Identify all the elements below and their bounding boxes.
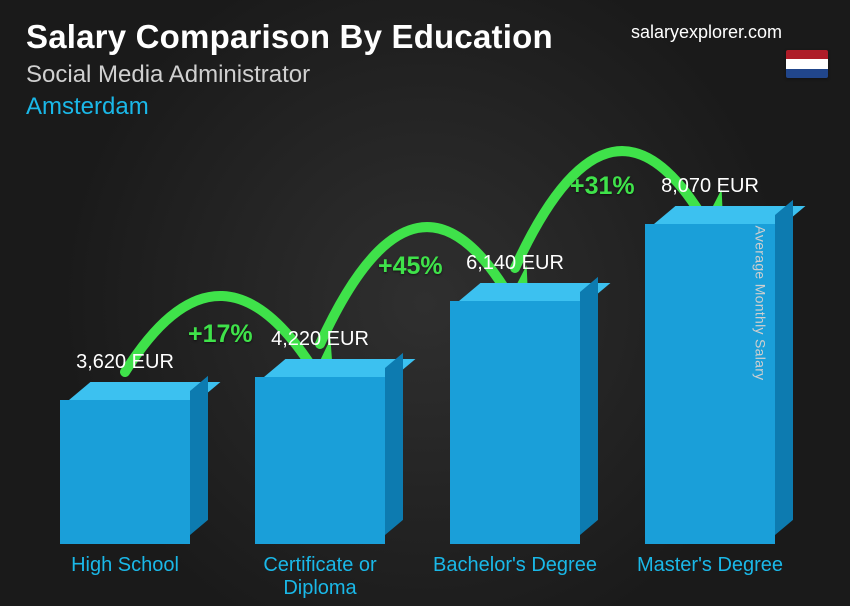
bar-group: 3,620 EUR High School	[60, 400, 190, 544]
delta-label: +31%	[570, 172, 635, 201]
bar-label: Bachelor's Degree	[425, 554, 605, 577]
bar-group: 4,220 EUR Certificate or Diploma	[255, 377, 385, 544]
bar-value: 3,620 EUR	[55, 351, 195, 374]
bar-front-face	[450, 301, 580, 544]
delta-label: +17%	[188, 320, 253, 349]
bar-front-face	[60, 400, 190, 544]
watermark-text: salaryexplorer.com	[631, 22, 782, 43]
bar-front-face	[255, 377, 385, 544]
y-axis-label: Average Monthly Salary	[753, 226, 769, 381]
flag-stripe-mid	[786, 59, 828, 68]
bar-value: 6,140 EUR	[445, 252, 585, 275]
bar-group: 6,140 EUR Bachelor's Degree	[450, 301, 580, 544]
chart-location: Amsterdam	[26, 93, 553, 121]
flag-stripe-top	[786, 50, 828, 59]
bar-side-face	[775, 200, 793, 535]
bar-value: 4,220 EUR	[250, 328, 390, 351]
flag-stripe-bottom	[786, 69, 828, 78]
chart-title: Salary Comparison By Education	[26, 18, 553, 56]
bar-side-face	[580, 276, 598, 535]
bar-side-face	[190, 376, 208, 535]
delta-label: +45%	[378, 252, 443, 281]
chart-subtitle: Social Media Administrator	[26, 61, 553, 89]
bar-value: 8,070 EUR	[640, 175, 780, 198]
bar-chart: 3,620 EUR High School 4,220 EUR Certific…	[40, 144, 810, 544]
bar-label: Certificate or Diploma	[230, 554, 410, 600]
bar-label: Master's Degree	[620, 554, 800, 577]
header: Salary Comparison By Education Social Me…	[26, 18, 553, 121]
bar-label: High School	[35, 554, 215, 577]
bar-side-face	[385, 353, 403, 535]
flag-icon	[786, 50, 828, 78]
